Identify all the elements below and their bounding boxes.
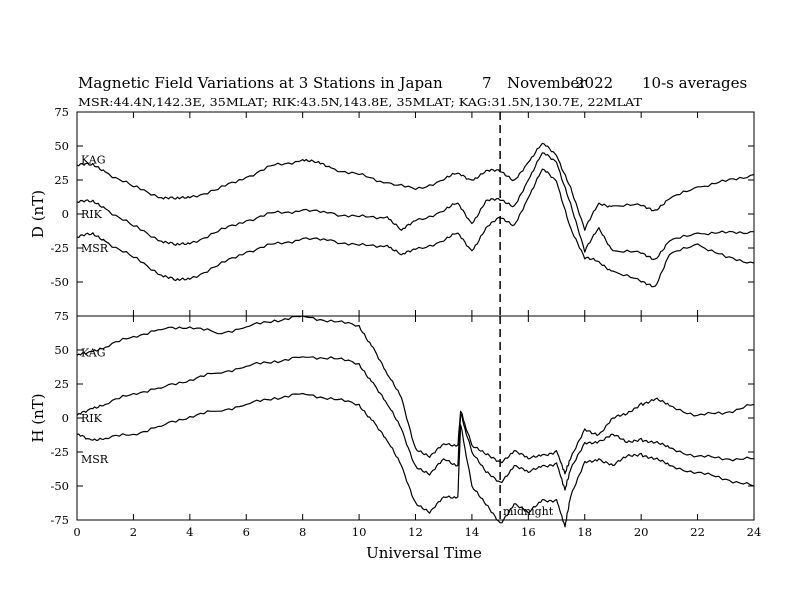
chart-title-year: 2022 [575,74,613,92]
x-tick-label: 6 [243,525,250,539]
y-tick-label: -25 [50,445,69,459]
chart-panels: 75 50 25 0 -25 -50 D (nT) KAG RIK MSR 75 50 25 0 -25 -5… [29,105,761,539]
series-line-msr [76,392,755,528]
series-line-kag [76,142,755,231]
y-axis-label: H (nT) [29,393,47,442]
series-label-kag: KAG [81,347,106,360]
y-tick-label: 75 [54,105,69,119]
x-tick-label: 22 [690,525,705,539]
chart-title: Magnetic Field Variations at 3 Stations … [78,74,443,92]
x-tick-label: 24 [747,525,762,539]
series-line-rik [76,152,754,260]
x-tick-label: 0 [73,525,80,539]
series-line-rik [76,356,755,491]
series-label-rik: RIK [81,412,103,425]
y-tick-label: 25 [54,173,69,187]
y-tick-label: 50 [54,343,69,357]
series-line-kag [76,315,755,475]
y-tick-label: -75 [50,513,69,527]
panel-frame [76,315,755,521]
y-tick-label: -50 [50,275,69,289]
series-label-kag: KAG [81,154,106,167]
x-tick-label: 8 [299,525,306,539]
series-line-msr [76,168,755,288]
x-tick-label: 10 [352,525,367,539]
y-tick-label: 0 [62,207,69,221]
series-label-rik: RIK [81,208,103,221]
x-tick-label: 20 [634,525,649,539]
x-tick-label: 2 [130,525,137,539]
x-tick-label: 4 [186,525,193,539]
series-label-msr: MSR [81,242,109,255]
panel-D: 75 50 25 0 -25 -50 D (nT) KAG RIK MSR [29,105,755,317]
midnight-annotation: midnight [503,505,554,518]
y-tick-label: 75 [54,309,69,323]
chart-title-day: 7 [482,74,492,92]
y-tick-label: -25 [50,241,69,255]
chart-title-month: November [507,74,587,92]
panel-frame [76,111,755,317]
y-tick-label: 25 [54,377,69,391]
x-tick-label: 18 [577,525,592,539]
x-tick-label: 14 [465,525,480,539]
y-axis-label: D (nT) [29,190,47,238]
chart-subtitle: MSR:44.4N,142.3E, 35MLAT; RIK:43.5N,143.… [78,95,642,109]
chart-title-averaging: 10-s averages [642,74,747,92]
series-label-msr: MSR [81,453,109,466]
y-tick-label: -50 [50,479,69,493]
x-tick-label: 16 [521,525,536,539]
x-tick-label: 12 [408,525,423,539]
y-tick-label: 50 [54,139,69,153]
x-axis-label: Universal Time [366,544,482,562]
y-tick-label: 0 [62,411,69,425]
